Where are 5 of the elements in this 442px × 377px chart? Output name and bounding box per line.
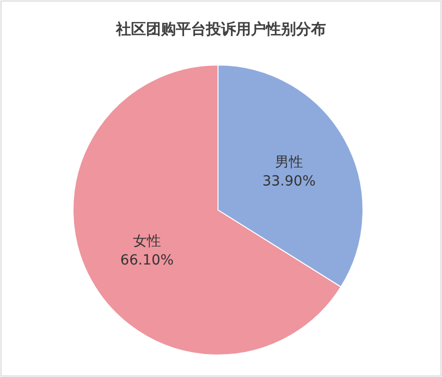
slice-label: 男性 [275,154,304,171]
chart-title: 社区团购平台投诉用户性别分布 [115,20,326,38]
slice-label: 女性 [132,233,161,250]
data-label: 33.90% [262,174,316,190]
data-label: 66.10% [120,252,174,268]
